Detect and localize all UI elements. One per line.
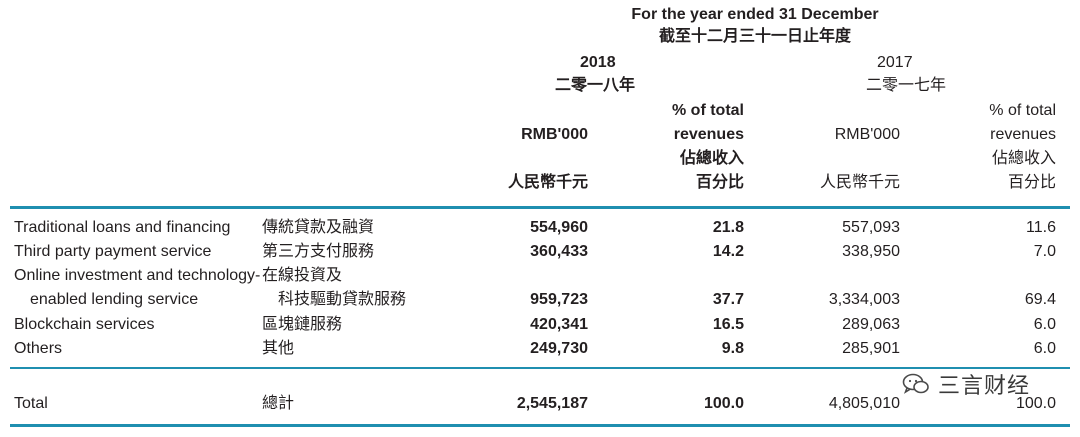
row-label-en: Others bbox=[14, 340, 63, 357]
col-2018-amount-en: RMB'000 bbox=[521, 126, 588, 143]
col-2018-pct-en-1: % of total bbox=[672, 102, 744, 119]
col-2017-pct-en-2: revenues bbox=[990, 126, 1056, 143]
year-2018-zh-label: 二零一八年 bbox=[555, 77, 636, 94]
row-label-zh-continued: 科技驅動貸款服務 bbox=[278, 291, 407, 308]
row-label-zh: 第三方支付服務 bbox=[262, 243, 375, 260]
row-label-en: Traditional loans and financing bbox=[14, 219, 231, 236]
wechat-icon bbox=[902, 373, 929, 394]
col-2018-pct-zh-1: 佔總收入 bbox=[679, 150, 744, 167]
row-label-en-continued: enabled lending service bbox=[30, 291, 199, 308]
col-2017-amount-zh: 人民幣千元 bbox=[819, 174, 900, 191]
watermark-text: 三言财经 bbox=[938, 373, 1031, 398]
total-2018-pct: 100.0 bbox=[703, 395, 744, 412]
period-title-en: For the year ended 31 December bbox=[631, 6, 879, 23]
cell-2017-amount: 285,901 bbox=[842, 340, 900, 357]
col-2017-pct-zh-2: 百分比 bbox=[1007, 174, 1056, 191]
row-label-en: Blockchain services bbox=[14, 316, 155, 333]
col-2018-pct-zh-2: 百分比 bbox=[695, 174, 744, 191]
total-2017-amount: 4,805,010 bbox=[828, 395, 900, 412]
cell-2018-pct: 9.8 bbox=[721, 340, 744, 357]
cell-2018-pct: 21.8 bbox=[712, 219, 744, 236]
col-2018-pct-en-2: revenues bbox=[673, 126, 744, 143]
subtotal-rule bbox=[10, 367, 1070, 369]
total-2017-pct: 100.0 bbox=[1015, 395, 1056, 412]
cell-2017-amount: 557,093 bbox=[842, 219, 900, 236]
cell-2018-pct: 16.5 bbox=[712, 316, 744, 333]
cell-2018-pct: 37.7 bbox=[712, 291, 744, 308]
cell-2018-amount: 554,960 bbox=[530, 219, 588, 236]
year-2017-zh-label: 二零一七年 bbox=[866, 77, 947, 94]
cell-2018-amount: 360,433 bbox=[530, 243, 588, 260]
cell-2017-amount: 289,063 bbox=[842, 316, 900, 333]
row-label-en: Third party payment service bbox=[14, 243, 212, 260]
total-2018-amount: 2,545,187 bbox=[516, 395, 588, 412]
year-2017-label: 2017 bbox=[877, 54, 913, 71]
cell-2018-amount: 959,723 bbox=[530, 291, 588, 308]
row-label-zh: 區塊鏈服務 bbox=[262, 316, 343, 333]
cell-2017-amount: 338,950 bbox=[842, 243, 900, 260]
row-label-zh: 在線投資及 bbox=[262, 267, 343, 284]
period-title-zh: 截至十二月三十一日止年度 bbox=[658, 28, 851, 45]
cell-2017-amount: 3,334,003 bbox=[828, 291, 900, 308]
col-2017-pct-en-1: % of total bbox=[989, 102, 1056, 119]
cell-2017-pct: 6.0 bbox=[1033, 340, 1056, 357]
year-2018-label: 2018 bbox=[580, 54, 616, 71]
row-label-en: Online investment and technology- bbox=[14, 267, 261, 284]
total-rule bbox=[10, 424, 1070, 427]
cell-2018-amount: 249,730 bbox=[530, 340, 588, 357]
cell-2017-pct: 69.4 bbox=[1024, 291, 1056, 308]
total-label-en: Total bbox=[14, 395, 48, 412]
header-rule bbox=[10, 206, 1070, 209]
row-label-zh: 其他 bbox=[262, 340, 295, 357]
cell-2018-amount: 420,341 bbox=[530, 316, 588, 333]
total-label-zh: 總計 bbox=[262, 395, 295, 412]
cell-2017-pct: 7.0 bbox=[1033, 243, 1056, 260]
col-2018-amount-zh: 人民幣千元 bbox=[507, 174, 588, 191]
cell-2017-pct: 11.6 bbox=[1026, 219, 1056, 236]
col-2017-pct-zh-1: 佔總收入 bbox=[991, 150, 1056, 167]
col-2017-amount-en: RMB'000 bbox=[834, 126, 900, 143]
cell-2018-pct: 14.2 bbox=[712, 243, 744, 260]
cell-2017-pct: 6.0 bbox=[1033, 316, 1056, 333]
row-label-zh: 傳統貸款及融資 bbox=[262, 219, 375, 236]
